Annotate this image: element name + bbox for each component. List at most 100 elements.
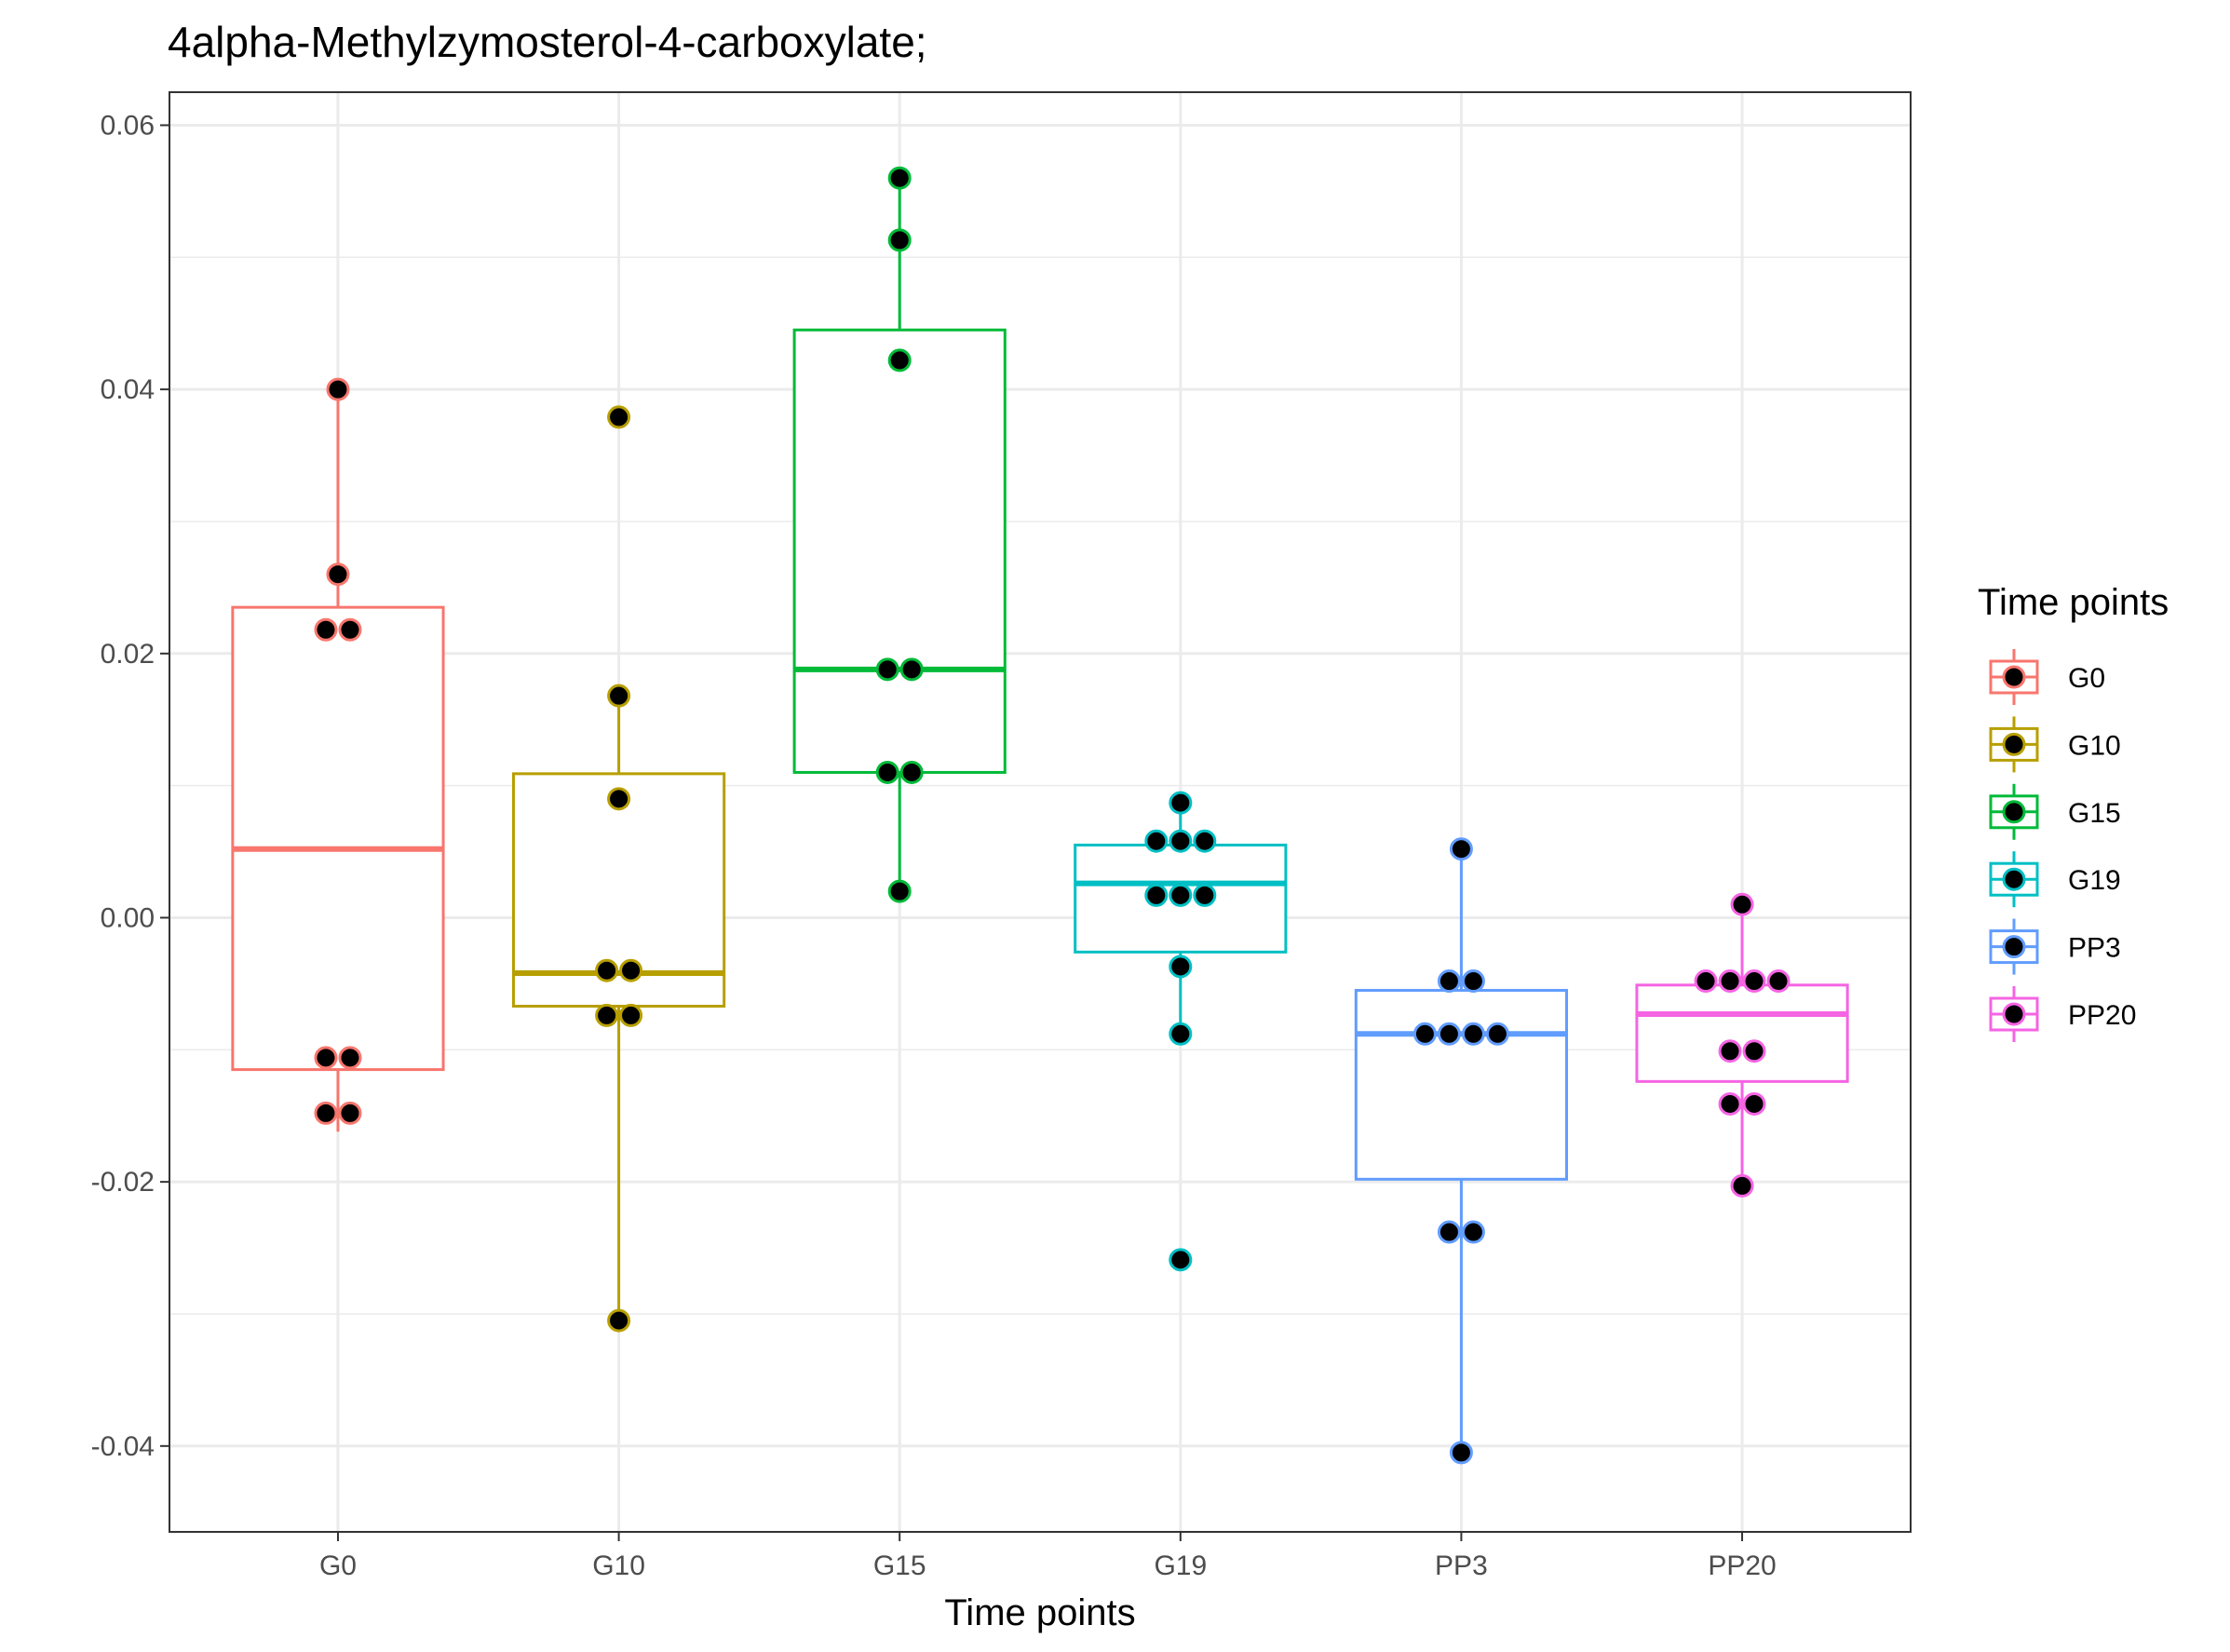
legend-item-g10: G10 xyxy=(1989,716,2121,773)
legend-label: G19 xyxy=(2068,865,2121,896)
x-tick-label: G15 xyxy=(873,1550,926,1581)
data-point xyxy=(607,1308,631,1333)
data-point xyxy=(1144,883,1169,907)
legend-title: Time points xyxy=(1978,582,2169,623)
boxplot-g15 xyxy=(792,166,1007,903)
data-point xyxy=(1169,1022,1193,1046)
data-point xyxy=(1169,829,1193,853)
data-point xyxy=(887,348,912,372)
data-point xyxy=(1742,1091,1766,1116)
x-tick-label: PP3 xyxy=(1435,1550,1488,1581)
y-tick-label: 0.06 xyxy=(101,110,155,141)
y-axis: -0.04 -0.02 0.00 0.02 0.04 0.06 xyxy=(91,110,169,1462)
box xyxy=(792,328,1007,774)
data-point xyxy=(1169,883,1193,907)
legend-key-point xyxy=(2002,867,2026,891)
boxplot-pp3 xyxy=(1354,837,1569,1465)
legend-label: G15 xyxy=(2068,798,2121,829)
data-point xyxy=(314,1101,338,1125)
legend-key-point xyxy=(2002,935,2026,959)
data-point xyxy=(1766,969,1791,994)
y-tick-label: 0.00 xyxy=(101,902,155,933)
y-tick-label: 0.04 xyxy=(101,374,155,405)
boxplot-g10 xyxy=(511,405,726,1333)
legend-label: PP3 xyxy=(2068,933,2121,964)
data-point xyxy=(314,617,338,642)
box xyxy=(231,605,445,1072)
chart-title: 4alpha-Methylzymosterol-4-carboxylate; xyxy=(168,18,927,66)
data-point xyxy=(1193,883,1217,907)
data-point xyxy=(1437,969,1461,994)
boxplot-pp20 xyxy=(1635,892,1849,1198)
x-tick-label: G0 xyxy=(319,1550,357,1581)
data-point xyxy=(1437,1220,1461,1244)
data-point xyxy=(899,657,924,682)
legend-label: G0 xyxy=(2068,663,2105,694)
y-tick-label: 0.02 xyxy=(101,639,155,670)
boxplots xyxy=(231,166,1849,1465)
boxplot-g19 xyxy=(1074,791,1288,1272)
legend-item-g19: G19 xyxy=(1989,851,2121,908)
data-point xyxy=(1461,1022,1485,1046)
data-point xyxy=(875,760,899,784)
y-tick-label: -0.02 xyxy=(91,1167,155,1198)
data-point xyxy=(1730,1173,1754,1198)
data-point xyxy=(1169,791,1193,815)
legend-label: PP20 xyxy=(2068,1000,2136,1031)
data-point xyxy=(875,657,899,682)
data-point xyxy=(1730,892,1754,916)
panel-background xyxy=(169,92,1911,1532)
data-point xyxy=(1742,1039,1766,1063)
data-point xyxy=(1718,1091,1742,1116)
data-point xyxy=(887,166,912,190)
legend-item-g0: G0 xyxy=(1989,649,2105,705)
legend-label: G10 xyxy=(2068,730,2121,761)
data-point xyxy=(887,228,912,252)
data-point xyxy=(607,787,631,811)
data-point xyxy=(338,1046,362,1070)
data-point xyxy=(887,879,912,903)
y-tick-label: -0.04 xyxy=(91,1431,155,1462)
legend-item-pp3: PP3 xyxy=(1989,918,2121,975)
x-tick-label: G10 xyxy=(592,1550,645,1581)
data-point xyxy=(899,760,924,784)
x-tick-label: PP20 xyxy=(1708,1550,1776,1581)
boxplot-g0 xyxy=(231,377,445,1132)
plot-panel xyxy=(169,91,1912,1533)
box xyxy=(511,772,726,1008)
data-point xyxy=(1169,955,1193,979)
data-point xyxy=(1449,1441,1473,1465)
data-point xyxy=(595,1003,619,1027)
data-point xyxy=(1169,1248,1193,1272)
legend-item-pp20: PP20 xyxy=(1989,986,2136,1042)
data-point xyxy=(1694,969,1718,994)
box xyxy=(1635,983,1849,1083)
x-axis-title: Time points xyxy=(944,1592,1135,1633)
data-point xyxy=(1412,1022,1437,1046)
data-point xyxy=(326,562,350,587)
data-point xyxy=(338,1101,362,1125)
data-point xyxy=(326,377,350,401)
data-point xyxy=(619,958,643,982)
data-point xyxy=(1718,1039,1742,1063)
data-point xyxy=(1485,1022,1509,1046)
x-axis: G0 G10 G15 G19 PP3 PP20 xyxy=(319,1532,1777,1581)
data-point xyxy=(1461,1220,1485,1244)
data-point xyxy=(607,684,631,708)
legend-item-g15: G15 xyxy=(1989,783,2121,840)
legend-key-point xyxy=(2002,800,2026,824)
data-point xyxy=(314,1046,338,1070)
data-point xyxy=(1144,829,1169,853)
panel-border xyxy=(169,91,1912,1533)
data-point xyxy=(1437,1022,1461,1046)
x-tick-label: G19 xyxy=(1154,1550,1207,1581)
data-point xyxy=(1193,829,1217,853)
data-point xyxy=(1742,969,1766,994)
data-point xyxy=(1718,969,1742,994)
box xyxy=(1354,988,1569,1181)
legend: Time points G0 G10 G15 G19 PP3 PP20 xyxy=(1978,582,2169,1042)
legend-key-point xyxy=(2002,732,2026,756)
data-point xyxy=(595,958,619,982)
legend-key-point xyxy=(2002,1002,2026,1026)
data-point xyxy=(607,405,631,429)
